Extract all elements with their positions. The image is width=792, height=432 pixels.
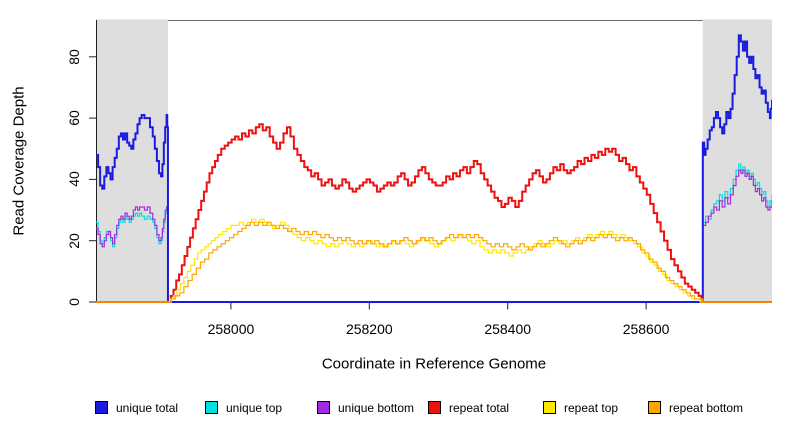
legend-label: repeat bottom [669,400,744,415]
y-axis-title: Read Coverage Depth [10,86,28,236]
legend-swatch-icon [428,401,441,414]
legend-swatch-icon [543,401,556,414]
legend-item-unique-top: unique top [205,400,282,415]
legend-label: repeat total [449,400,510,415]
x-axis-title: Coordinate in Reference Genome [321,355,547,373]
legend-label: unique top [226,400,283,415]
legend-swatch-icon [205,401,218,414]
legend-item-unique-total: unique total [95,400,178,415]
y-tick-label: 0 [66,298,82,306]
series-line-unique-total [96,34,772,303]
legend-swatch-icon [648,401,661,414]
legend-label: unique total [116,400,179,415]
legend-item-repeat-top: repeat top [543,400,618,415]
x-tick-label: 258000 [207,321,255,337]
legend-item-unique-bottom: unique bottom [317,400,414,415]
series-line-repeat-top [96,218,772,303]
legend-item-repeat-bottom: repeat bottom [648,400,743,415]
series-line-repeat-total [96,123,772,303]
x-tick-label: 258200 [345,321,393,337]
series-line-repeat-bottom [96,221,772,303]
y-tick-label: 20 [66,232,82,249]
y-tick-label: 60 [66,110,82,126]
y-tick-label: 80 [66,48,82,65]
legend-label: repeat top [564,400,619,415]
x-tick-label: 258600 [622,321,670,337]
legend-item-repeat-total: repeat total [428,400,509,415]
y-tick-label: 40 [66,171,82,188]
legend-label: unique bottom [338,400,415,415]
legend-swatch-icon [95,401,108,414]
x-tick-label: 258400 [484,321,532,337]
series-line-unique-bottom [96,169,772,303]
legend-swatch-icon [317,401,330,414]
